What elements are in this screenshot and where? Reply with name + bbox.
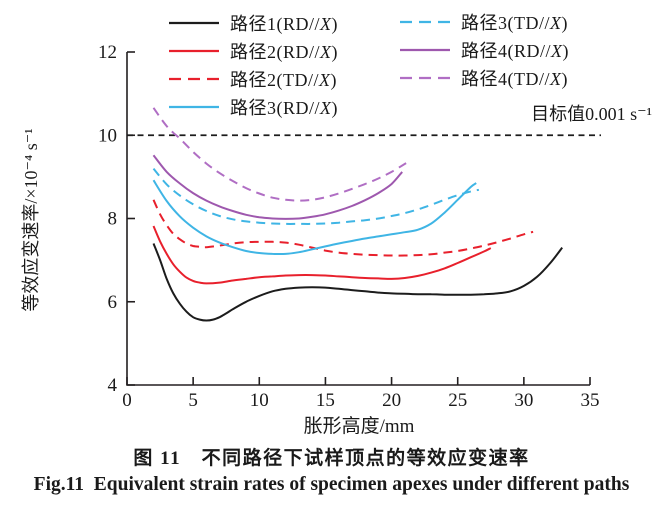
y-tick-label: 6 — [108, 292, 118, 313]
curve-path3-rdx — [152, 179, 477, 256]
legend-item-path3-rdx: 路径3(RD//X) — [167, 93, 338, 121]
legend-item-path2-tdx: 路径2(TD//X) — [167, 65, 338, 93]
legend-item-path1-rdx: 路径1(RD//X) — [167, 9, 338, 37]
x-tick-label: 25 — [448, 390, 467, 411]
x-tick-label: 35 — [581, 390, 600, 411]
legend-swatch-solid-line — [400, 48, 450, 52]
legend-swatch-solid-line — [169, 49, 219, 53]
y-tick-label: 4 — [108, 375, 118, 396]
x-tick-label: 20 — [382, 390, 401, 411]
legend-label: 路径3(TD//X) — [461, 13, 568, 33]
x-tick-label: 10 — [250, 390, 269, 411]
y-tick-label: 8 — [108, 209, 118, 230]
legend-label: 路径2(RD//X) — [230, 42, 339, 62]
legend-label: 路径3(RD//X) — [230, 98, 339, 118]
x-tick-label: 5 — [188, 390, 198, 411]
legend-column-left: 路径1(RD//X) 路径2(RD//X) 路径2(TD//X) 路径3(RD//X) — [167, 9, 338, 121]
legend-label: 路径4(RD//X) — [461, 41, 570, 61]
legend-swatch-dashed-line — [400, 20, 450, 24]
curve-path2-tdx — [152, 199, 534, 257]
legend-swatch-dashed-line — [169, 77, 219, 81]
legend-swatch-dashed-line — [400, 76, 450, 80]
legend-item-path2-rdx: 路径2(RD//X) — [167, 37, 338, 65]
legend-item-path3-tdx: 路径3(TD//X) — [398, 8, 569, 36]
caption-chinese: 图 11 不同路径下试样顶点的等效应变速率 — [133, 448, 530, 469]
legend-swatch-solid-line — [169, 105, 219, 109]
y-axis-label: 等效应变速率/×10⁻⁴ s⁻¹ — [21, 128, 41, 312]
legend-swatch-solid-line — [169, 21, 219, 25]
legend-label: 路径4(TD//X) — [461, 69, 568, 89]
curve-path4-tdx — [152, 107, 407, 202]
legend-item-path4-rdx: 路径4(RD//X) — [398, 36, 569, 64]
target-value-label: 目标值0.001 s⁻¹ — [531, 104, 652, 124]
curve-path3-tdx — [152, 167, 480, 225]
x-axis-label: 胀形高度/mm — [303, 416, 415, 437]
curve-path1-rdx — [152, 243, 563, 322]
x-tick-label: 15 — [316, 390, 335, 411]
x-tick-label: 0 — [122, 390, 132, 411]
curve-path4-rdx — [152, 154, 403, 220]
legend-item-path4-tdx: 路径4(TD//X) — [398, 64, 569, 92]
legend-label: 路径1(RD//X) — [230, 14, 339, 34]
strain-rate-chart: 4 6 8 10 12 0 5 10 15 20 25 30 35 — [98, 42, 601, 411]
caption-english: Fig.11 Equivalent strain rates of specim… — [33, 474, 630, 495]
curve-path2-rdx — [152, 225, 492, 285]
y-tick-label: 12 — [98, 42, 117, 63]
y-tick-label: 10 — [98, 125, 117, 146]
legend-column-right: 路径3(TD//X) 路径4(RD//X) 路径4(TD//X) — [398, 8, 569, 92]
legend-label: 路径2(TD//X) — [230, 70, 337, 90]
x-tick-label: 30 — [514, 390, 533, 411]
